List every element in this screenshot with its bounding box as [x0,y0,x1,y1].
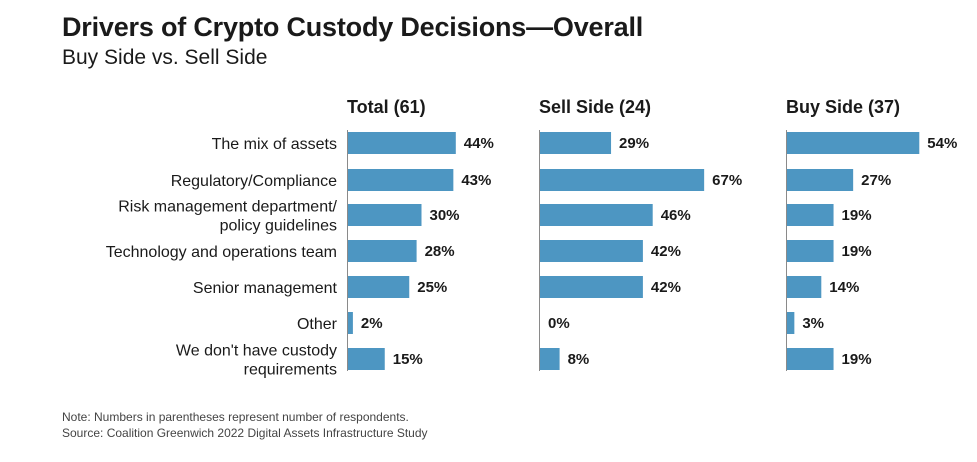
data-label-total-61: 28% [425,243,455,260]
bar-buy-side-37-we-don-t-have-custody [787,348,834,370]
data-label-sell-side-24: 46% [661,207,691,224]
panel-header-sell-side-24: Sell Side (24) [539,97,651,117]
category-label-technology-and-operations-team: Technology and operations team [106,244,337,261]
data-label-buy-side-37: 14% [829,279,859,296]
data-label-buy-side-37: 19% [842,351,872,368]
category-label-we-don-t-have-custody: requirements [244,362,337,379]
data-label-total-61: 44% [464,135,494,152]
bar-buy-side-37-senior-management [787,276,822,298]
bar-total-61-risk-management-department [348,204,422,226]
bar-sell-side-24-regulatory-compliance [540,169,705,191]
data-label-sell-side-24: 29% [619,135,649,152]
category-label-risk-management-department: Risk management department/ [118,199,337,216]
category-label-the-mix-of-assets: The mix of assets [212,136,337,153]
data-label-buy-side-37: 19% [842,243,872,260]
category-label-other: Other [297,316,338,333]
bar-sell-side-24-senior-management [540,276,643,298]
data-label-buy-side-37: 27% [861,172,891,189]
bar-sell-side-24-risk-management-department [540,204,653,226]
category-label-regulatory-compliance: Regulatory/Compliance [171,173,337,190]
bar-sell-side-24-we-don-t-have-custody [540,348,560,370]
panel-header-buy-side-37: Buy Side (37) [786,97,900,117]
panel-header-total-61: Total (61) [347,97,426,117]
data-label-sell-side-24: 42% [651,279,681,296]
footnote-source: Source: Coalition Greenwich 2022 Digital… [62,426,428,440]
data-label-sell-side-24: 8% [568,351,590,368]
data-label-buy-side-37: 19% [842,207,872,224]
bar-buy-side-37-other [787,312,795,334]
footnotes: Note: Numbers in parentheses represent n… [62,409,428,441]
bar-total-61-technology-and-operations-team [348,240,417,262]
chart-title: Drivers of Crypto Custody Decisions—Over… [62,12,644,42]
bar-buy-side-37-risk-management-department [787,204,834,226]
data-label-total-61: 25% [417,279,447,296]
bar-buy-side-37-the-mix-of-assets [787,132,920,154]
bar-total-61-regulatory-compliance [348,169,454,191]
bar-total-61-the-mix-of-assets [348,132,456,154]
bar-total-61-other [348,312,353,334]
category-label-risk-management-department: policy guidelines [220,218,337,235]
data-label-buy-side-37: 54% [927,135,957,152]
data-label-total-61: 2% [361,315,383,332]
category-label-we-don-t-have-custody: We don't have custody [176,343,337,360]
data-label-total-61: 30% [430,207,460,224]
bar-sell-side-24-technology-and-operations-team [540,240,643,262]
data-label-total-61: 43% [461,172,491,189]
data-label-sell-side-24: 0% [548,315,570,332]
bar-total-61-senior-management [348,276,410,298]
data-label-sell-side-24: 67% [712,172,742,189]
bar-sell-side-24-the-mix-of-assets [540,132,612,154]
bar-buy-side-37-regulatory-compliance [787,169,854,191]
bar-buy-side-37-technology-and-operations-team [787,240,834,262]
data-label-buy-side-37: 3% [802,315,824,332]
data-label-sell-side-24: 42% [651,243,681,260]
category-label-senior-management: Senior management [193,280,338,297]
chart-subtitle: Buy Side vs. Sell Side [62,46,268,69]
bar-total-61-we-don-t-have-custody [348,348,385,370]
data-label-total-61: 15% [393,351,423,368]
footnote-note: Note: Numbers in parentheses represent n… [62,410,409,424]
